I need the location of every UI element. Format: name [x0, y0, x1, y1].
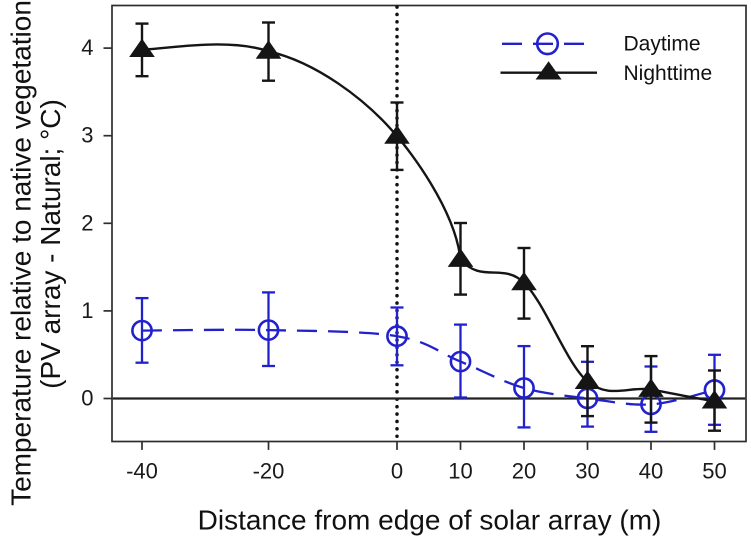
svg-text:10: 10	[448, 459, 472, 484]
svg-text:-40: -40	[126, 459, 158, 484]
svg-text:Temperature relative to native: Temperature relative to native vegetatio…	[5, 0, 36, 506]
svg-text:2: 2	[81, 210, 93, 235]
svg-text:4: 4	[81, 35, 93, 60]
svg-text:0: 0	[81, 386, 93, 411]
svg-text:Nighttime: Nighttime	[624, 62, 713, 85]
svg-text:40: 40	[639, 459, 663, 484]
svg-text:0: 0	[391, 459, 403, 484]
svg-text:Daytime: Daytime	[624, 32, 701, 55]
svg-text:50: 50	[702, 459, 726, 484]
svg-text:(PV array - Natural; °C): (PV array - Natural; °C)	[35, 99, 66, 389]
svg-text:20: 20	[512, 459, 536, 484]
svg-text:1: 1	[81, 298, 93, 323]
svg-text:30: 30	[575, 459, 599, 484]
svg-text:3: 3	[81, 123, 93, 148]
svg-text:-20: -20	[253, 459, 285, 484]
svg-text:Distance from edge of solar ar: Distance from edge of solar array (m)	[198, 504, 662, 535]
